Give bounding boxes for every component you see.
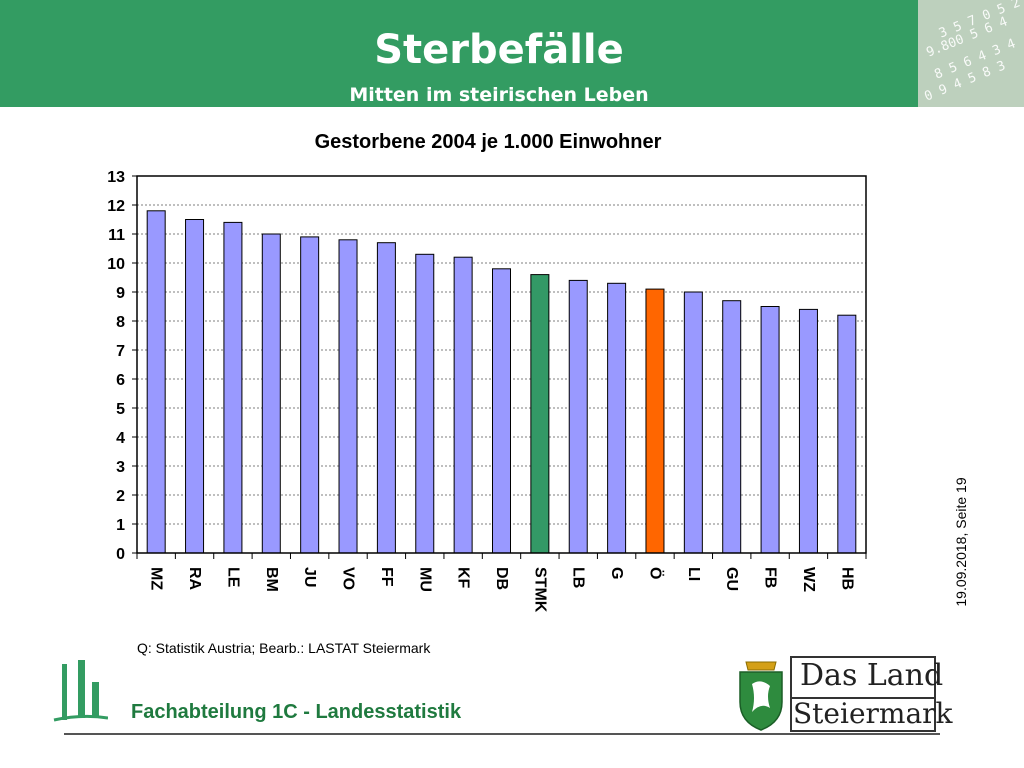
corner-decoration-image: 3 5 7 0 5 2 4 9.800 5 6 4 8 5 6 4 3 4 0 … bbox=[918, 0, 1024, 107]
axes bbox=[132, 175, 867, 559]
chart-title: Gestorbene 2004 je 1.000 Einwohner bbox=[314, 131, 662, 153]
y-tick-label: 8 bbox=[116, 314, 125, 331]
bars bbox=[146, 210, 857, 554]
category-label: LE bbox=[224, 567, 241, 588]
coat-of-arms-logo bbox=[739, 661, 783, 731]
y-tick-label: 6 bbox=[116, 372, 125, 389]
bar-ju bbox=[300, 236, 320, 554]
plot-area-border bbox=[136, 175, 867, 554]
category-label: RA bbox=[186, 567, 203, 591]
land-logo-line2: Steiermark bbox=[793, 697, 953, 730]
y-tick-label: 7 bbox=[116, 343, 125, 360]
bar-db bbox=[492, 268, 511, 554]
bar-fb bbox=[760, 306, 780, 554]
bar-ö bbox=[645, 288, 665, 554]
y-tick-label: 4 bbox=[116, 430, 125, 447]
category-label: DB bbox=[493, 567, 510, 590]
page-subtitle: Mitten im steirischen Leben bbox=[349, 84, 649, 106]
bar-g bbox=[607, 282, 627, 554]
bar-ff bbox=[376, 242, 396, 554]
bar-wz bbox=[798, 308, 818, 554]
category-label: WZ bbox=[800, 567, 817, 592]
bar-hb bbox=[837, 314, 857, 554]
land-logo-box bbox=[790, 656, 936, 732]
category-label: GU bbox=[723, 567, 740, 591]
category-label: Ö bbox=[646, 567, 665, 579]
y-tick-label: 12 bbox=[107, 198, 125, 215]
land-logo-separator bbox=[790, 697, 936, 699]
category-label: G bbox=[608, 567, 625, 579]
source-note: Q: Statistik Austria; Bearb.: LASTAT Ste… bbox=[137, 640, 431, 656]
header-bar bbox=[0, 0, 1024, 107]
statistics-logo bbox=[53, 660, 108, 722]
category-label: HB bbox=[838, 567, 855, 590]
bar-kf bbox=[453, 256, 473, 554]
bar-stmk bbox=[530, 274, 550, 554]
y-tick-label: 11 bbox=[108, 227, 125, 244]
y-tick-label: 5 bbox=[116, 401, 125, 418]
footer-divider bbox=[64, 733, 940, 735]
land-logo-line1: Das Land bbox=[800, 658, 944, 693]
category-label: MU bbox=[416, 567, 433, 592]
y-tick-label: 0 bbox=[116, 546, 125, 563]
category-label: BM bbox=[263, 567, 280, 592]
category-label: FB bbox=[762, 567, 779, 588]
y-tick-label: 2 bbox=[116, 488, 125, 505]
bar-gu bbox=[722, 300, 742, 554]
bar-mz bbox=[146, 210, 166, 554]
date-page-note: 19.09.2018, Seite 19 bbox=[953, 477, 969, 607]
bar-li bbox=[683, 291, 703, 554]
bar-lb bbox=[568, 279, 588, 554]
category-label: STMK bbox=[531, 567, 548, 613]
category-label: LI bbox=[685, 567, 702, 581]
category-label: MZ bbox=[148, 567, 165, 590]
bar-mu bbox=[415, 253, 435, 554]
category-label: FF bbox=[378, 567, 395, 587]
category-label: VO bbox=[340, 567, 357, 590]
y-tick-label: 3 bbox=[116, 459, 125, 476]
bar-vo bbox=[338, 239, 358, 554]
y-tick-label: 1 bbox=[116, 517, 125, 534]
bar-ra bbox=[185, 219, 205, 554]
category-label: KF bbox=[455, 567, 472, 589]
category-label: LB bbox=[570, 567, 587, 588]
category-labels: MZ RA LE BM JU VO FF MU KF DB STMK LB G Ö LI GU FB WZ HB bbox=[148, 567, 856, 613]
category-label: JU bbox=[301, 567, 318, 587]
y-tick-label: 13 bbox=[107, 169, 125, 186]
bar-bm bbox=[261, 233, 281, 554]
footer-department: Fachabteilung 1C - Landesstatistik bbox=[131, 701, 462, 723]
y-tick-label: 10 bbox=[107, 256, 125, 273]
bar-le bbox=[223, 221, 243, 554]
page-title: Sterbefälle bbox=[374, 27, 624, 73]
y-tick-label: 9 bbox=[116, 285, 125, 302]
